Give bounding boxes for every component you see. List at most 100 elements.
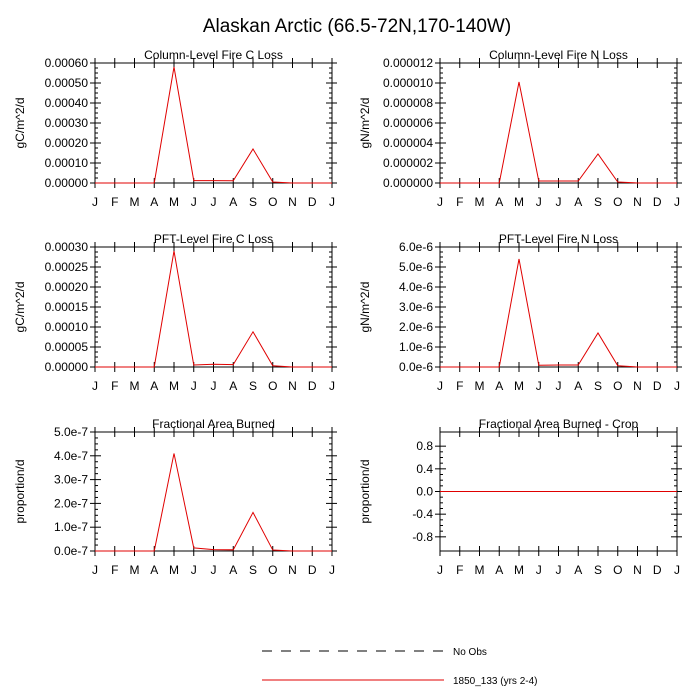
x-tick-label: J: [211, 563, 217, 577]
y-tick-label: 1.0e-6: [399, 340, 433, 354]
figure-title: Alaskan Arctic (66.5-72N,170-140W): [203, 16, 511, 37]
series-line: [95, 250, 332, 368]
x-tick-label: J: [92, 195, 98, 209]
x-tick-label: J: [556, 195, 562, 209]
x-tick-label: O: [613, 379, 622, 393]
y-tick-label: 0.00015: [45, 300, 89, 314]
y-tick-label: 0.00000: [45, 176, 89, 190]
y-tick-label: 0.8: [416, 439, 433, 453]
x-tick-label: N: [633, 379, 642, 393]
y-tick-label: 0.000008: [383, 96, 433, 110]
x-tick-label: J: [329, 195, 335, 209]
panel-title: Fractional Area Burned: [152, 417, 275, 431]
x-tick-label: M: [475, 379, 485, 393]
y-tick-label: 5.0e-6: [399, 260, 433, 274]
panel-title: PFT-Level Fire C Loss: [154, 232, 273, 246]
x-tick-label: J: [329, 379, 335, 393]
x-tick-label: M: [475, 195, 485, 209]
series-line: [95, 453, 332, 552]
x-tick-label: A: [495, 379, 503, 393]
x-tick-label: D: [308, 379, 317, 393]
x-tick-label: J: [674, 563, 680, 577]
y-tick-label: 6.0e-6: [399, 240, 433, 254]
x-tick-label: J: [556, 563, 562, 577]
y-tick-label: 3.0e-6: [399, 300, 433, 314]
legend-label-model: 1850_133 (yrs 2-4): [453, 676, 538, 687]
x-tick-label: J: [92, 379, 98, 393]
x-tick-label: J: [674, 379, 680, 393]
y-tick-label: 0.00030: [45, 240, 89, 254]
y-tick-label: 2.0e-7: [54, 496, 88, 510]
x-tick-label: A: [229, 195, 237, 209]
y-tick-label: 0.00025: [45, 260, 89, 274]
y-axis-label: proportion/d: [13, 459, 27, 523]
y-tick-label: 0.00005: [45, 340, 89, 354]
x-tick-label: F: [456, 195, 463, 209]
plot-frame: [439, 62, 678, 184]
plot-frame: [439, 246, 678, 368]
x-tick-label: O: [613, 563, 622, 577]
x-tick-label: O: [268, 563, 277, 577]
x-tick-label: F: [456, 563, 463, 577]
x-tick-label: M: [475, 563, 485, 577]
y-tick-label: -0.4: [412, 507, 433, 521]
x-tick-label: A: [150, 379, 158, 393]
x-tick-label: O: [268, 195, 277, 209]
x-tick-label: O: [268, 379, 277, 393]
x-tick-label: M: [130, 563, 140, 577]
y-tick-label: 0.000002: [383, 156, 433, 170]
legend: No Obs 1850_133 (yrs 2-4): [262, 647, 538, 687]
x-tick-label: S: [249, 195, 257, 209]
legend-label-no-obs: No Obs: [453, 647, 487, 658]
x-tick-label: S: [249, 379, 257, 393]
y-tick-label: 0.4: [416, 462, 433, 476]
y-axis-label: gC/m^2/d: [13, 282, 27, 333]
y-tick-label: 5.0e-7: [54, 425, 88, 439]
x-tick-label: F: [456, 379, 463, 393]
x-tick-label: J: [191, 563, 197, 577]
panel-title: PFT-Level Fire N Loss: [499, 232, 618, 246]
x-tick-label: A: [574, 563, 582, 577]
y-tick-label: -0.8: [412, 530, 433, 544]
x-tick-label: J: [536, 563, 542, 577]
series-line: [95, 66, 332, 184]
x-tick-label: O: [613, 195, 622, 209]
x-tick-label: A: [150, 195, 158, 209]
y-tick-label: 0.0e-6: [399, 360, 433, 374]
x-tick-label: A: [574, 379, 582, 393]
x-tick-label: D: [308, 195, 317, 209]
x-tick-label: M: [169, 195, 179, 209]
x-tick-label: D: [653, 195, 662, 209]
y-tick-label: 0.000010: [383, 76, 433, 90]
panel-title: Column-Level Fire N Loss: [489, 48, 628, 62]
plot-frame: [94, 246, 333, 368]
x-tick-label: A: [150, 563, 158, 577]
y-tick-label: 0.00020: [45, 136, 89, 150]
x-tick-label: N: [288, 379, 297, 393]
plot-frame: [94, 431, 333, 552]
x-tick-label: D: [653, 379, 662, 393]
y-tick-label: 0.00000: [45, 360, 89, 374]
x-tick-label: N: [288, 195, 297, 209]
x-tick-label: J: [437, 563, 443, 577]
y-tick-label: 4.0e-7: [54, 449, 88, 463]
x-tick-label: A: [229, 379, 237, 393]
y-axis-label: gN/m^2/d: [358, 282, 372, 333]
y-tick-label: 0.00040: [45, 96, 89, 110]
y-tick-label: 2.0e-6: [399, 320, 433, 334]
x-tick-label: J: [191, 379, 197, 393]
x-tick-label: J: [536, 195, 542, 209]
x-tick-label: S: [249, 563, 257, 577]
y-tick-label: 0.00050: [45, 76, 89, 90]
panel-title: Column-Level Fire C Loss: [144, 48, 283, 62]
x-tick-label: M: [130, 379, 140, 393]
y-tick-label: 0.000012: [383, 56, 433, 70]
y-tick-label: 0.00010: [45, 320, 89, 334]
x-tick-label: J: [437, 195, 443, 209]
